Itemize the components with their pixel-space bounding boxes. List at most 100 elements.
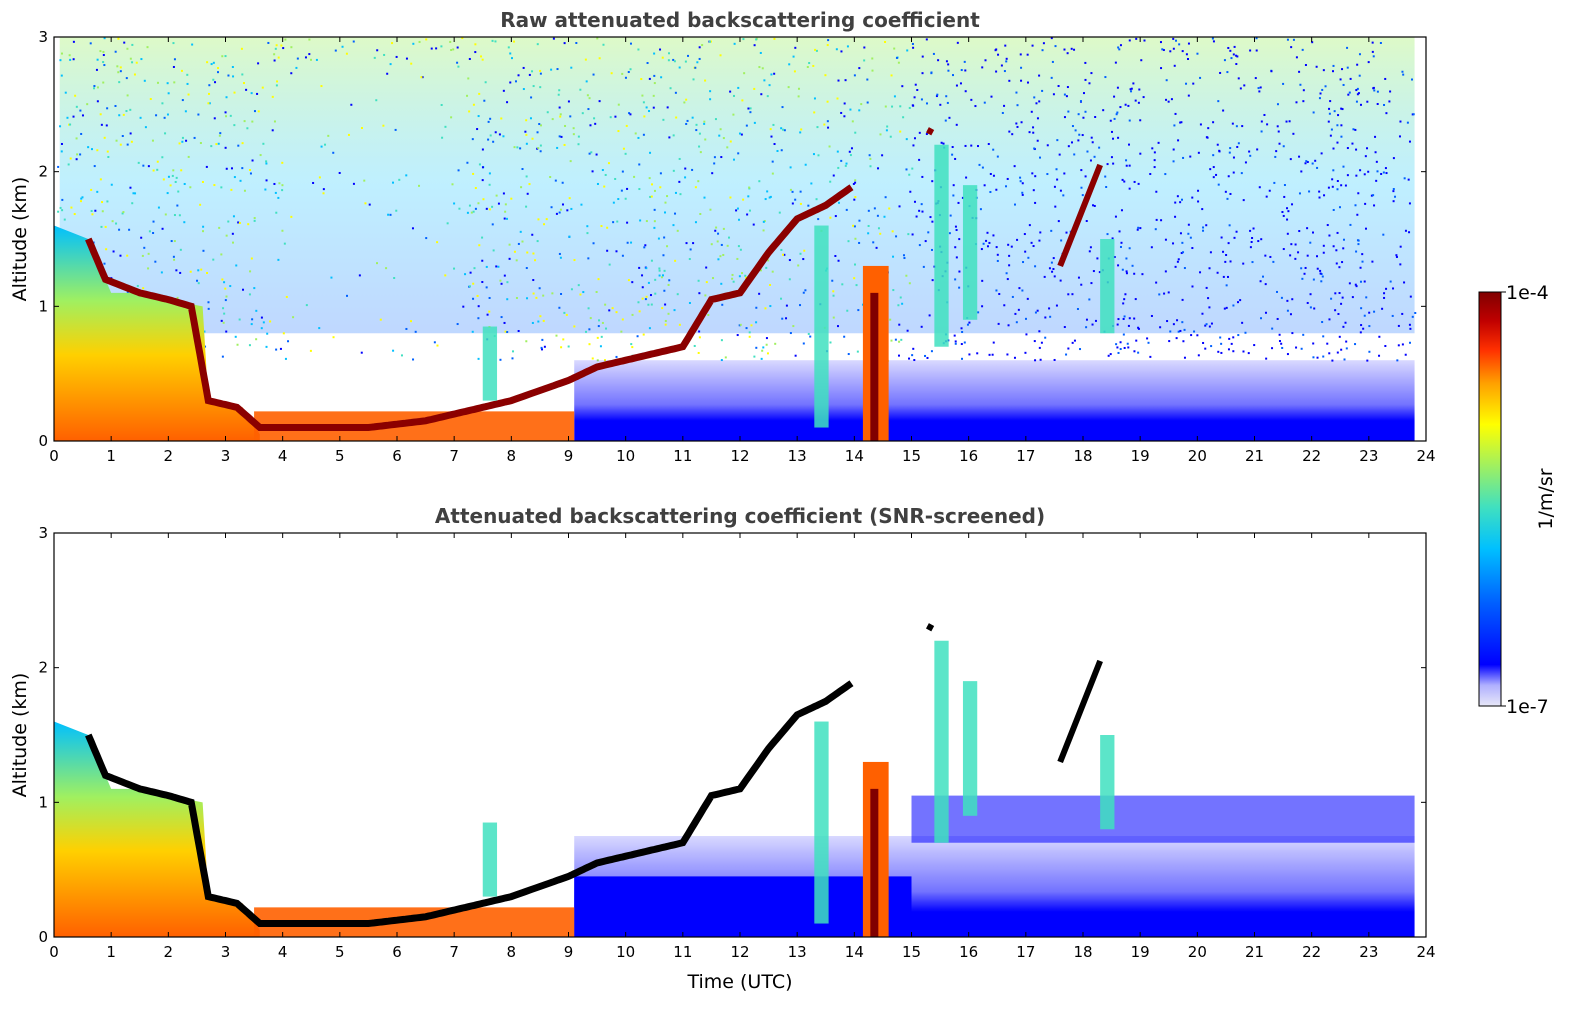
noise-pixel [1155, 218, 1158, 221]
noise-pixel [852, 182, 855, 185]
noise-pixel [1322, 355, 1325, 358]
noise-pixel [405, 57, 408, 60]
noise-pixel [1383, 103, 1386, 106]
noise-pixel [364, 202, 367, 205]
noise-pixel [873, 207, 876, 210]
noise-pixel [1340, 348, 1343, 351]
noise-pixel [1328, 107, 1331, 110]
noise-pixel [531, 70, 534, 73]
noise-pixel [854, 131, 857, 134]
noise-pixel [504, 210, 507, 213]
noise-pixel [358, 274, 361, 277]
noise-pixel [1084, 110, 1087, 113]
noise-pixel [146, 46, 149, 49]
noise-pixel [1372, 87, 1375, 90]
noise-pixel [930, 248, 933, 251]
noise-pixel [500, 316, 503, 319]
noise-pixel [1078, 133, 1081, 136]
noise-pixel [1239, 299, 1242, 302]
noise-pixel [105, 124, 108, 127]
noise-pixel [1373, 204, 1376, 207]
noise-pixel [446, 222, 449, 225]
noise-pixel [240, 47, 243, 50]
noise-pixel [247, 223, 250, 226]
noise-pixel [621, 170, 624, 173]
noise-pixel [132, 192, 135, 195]
noise-pixel [1132, 82, 1135, 85]
noise-pixel [1085, 326, 1088, 329]
noise-pixel [869, 165, 872, 168]
noise-pixel [531, 233, 534, 236]
noise-pixel [430, 47, 433, 50]
noise-pixel [1297, 251, 1300, 254]
noise-pixel [890, 74, 893, 77]
noise-pixel [1191, 196, 1194, 199]
noise-pixel [774, 342, 777, 345]
noise-pixel [875, 246, 878, 249]
noise-pixel [275, 211, 278, 214]
noise-pixel [1093, 204, 1096, 207]
noise-pixel [508, 243, 511, 246]
noise-pixel [219, 132, 222, 135]
noise-pixel [229, 114, 232, 117]
noise-pixel [129, 108, 132, 111]
noise-pixel [1356, 213, 1359, 216]
noise-pixel [119, 254, 122, 257]
noise-pixel [420, 76, 423, 79]
noise-pixel [661, 307, 664, 310]
noise-pixel [1321, 88, 1324, 91]
noise-pixel [1316, 166, 1319, 169]
noise-pixel [1276, 317, 1279, 320]
noise-pixel [1102, 109, 1105, 112]
noise-pixel [895, 235, 898, 238]
noise-pixel [924, 240, 927, 243]
elevated-cloud [1057, 163, 1103, 268]
noise-pixel [497, 265, 500, 268]
noise-pixel [1011, 133, 1014, 136]
noise-pixel [781, 253, 784, 256]
noise-pixel [79, 109, 82, 112]
noise-pixel [1211, 37, 1214, 40]
noise-pixel [1304, 64, 1307, 67]
noise-pixel [513, 40, 516, 43]
noise-pixel [1059, 189, 1062, 192]
noise-pixel [96, 190, 99, 193]
noise-pixel [829, 180, 832, 183]
noise-pixel [799, 252, 802, 255]
noise-pixel [1005, 272, 1008, 275]
noise-pixel [162, 178, 165, 181]
noise-pixel [1150, 314, 1153, 317]
noise-pixel [964, 90, 967, 93]
noise-pixel [644, 244, 647, 247]
noise-pixel [729, 90, 732, 93]
noise-pixel [858, 241, 861, 244]
noise-pixel [75, 137, 78, 140]
noise-pixel [1306, 301, 1309, 304]
noise-pixel [1201, 312, 1204, 315]
noise-pixel [1033, 96, 1036, 99]
noise-pixel [911, 167, 914, 170]
noise-pixel [928, 314, 931, 317]
noise-pixel [444, 125, 447, 128]
noise-pixel [559, 256, 562, 259]
noise-pixel [1302, 89, 1305, 92]
noise-pixel [1408, 231, 1411, 234]
noise-pixel [121, 135, 124, 138]
noise-pixel [799, 190, 802, 193]
noise-pixel [542, 319, 545, 322]
noise-pixel [488, 208, 491, 211]
noise-pixel [1137, 101, 1140, 104]
noise-pixel [207, 102, 210, 105]
noise-pixel [1135, 37, 1138, 40]
noise-pixel [250, 92, 253, 95]
noise-pixel [1205, 224, 1208, 227]
noise-pixel [1346, 174, 1349, 177]
noise-pixel [845, 162, 848, 165]
noise-pixel [649, 195, 652, 198]
noise-pixel [1067, 110, 1070, 113]
noise-pixel [74, 94, 77, 97]
noise-pixel [1085, 318, 1088, 321]
noise-pixel [376, 262, 379, 265]
noise-pixel [948, 116, 951, 119]
noise-pixel [1342, 83, 1345, 86]
